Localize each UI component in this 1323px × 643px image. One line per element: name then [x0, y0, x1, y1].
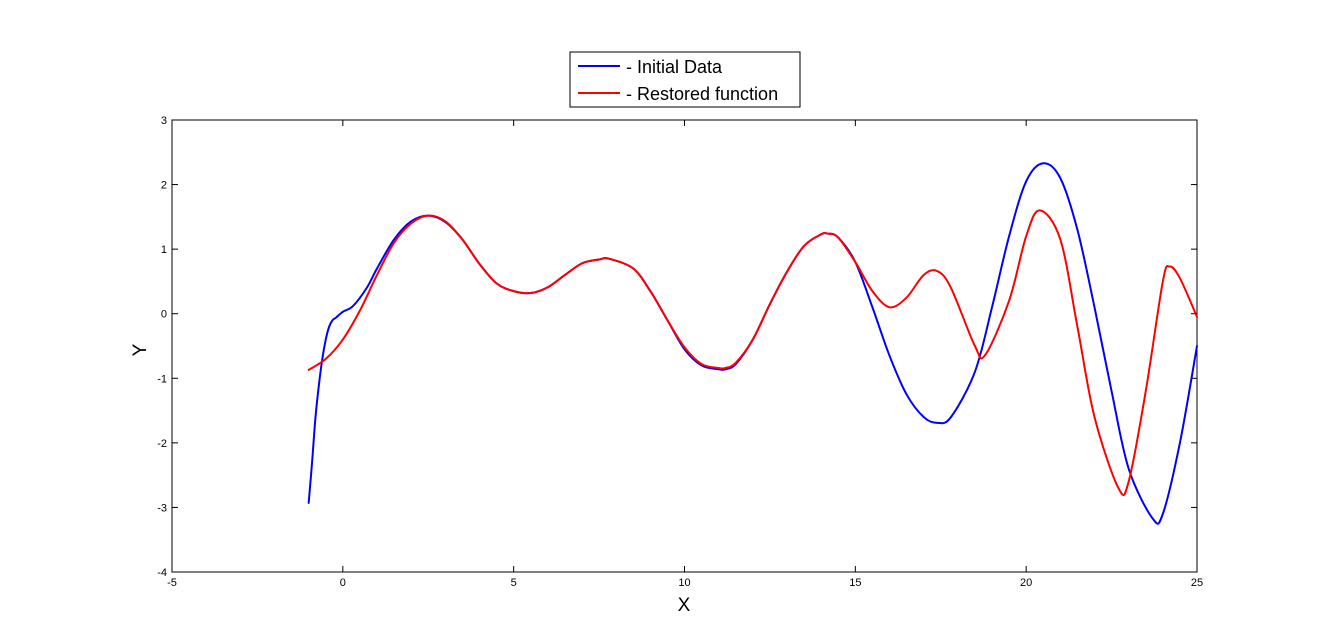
x-tick-label: 20 — [1020, 577, 1032, 589]
y-tick-label: 0 — [161, 309, 167, 321]
legend-label-restored-function: - Restored function — [626, 84, 778, 104]
y-tick-label: -2 — [157, 438, 167, 450]
series-line-restored-function — [307, 209, 1198, 497]
series-layer — [307, 162, 1198, 525]
y-tick-label: 2 — [161, 180, 167, 192]
x-tick-label: 0 — [340, 577, 346, 589]
legend: - Initial Data - Restored function — [569, 51, 801, 108]
y-tick-label: -3 — [157, 502, 167, 514]
x-tick-label: 10 — [678, 577, 690, 589]
ticks-layer: -5 0 5 10 15 20 25 -4 -3 -2 -1 0 1 2 3 — [157, 115, 1203, 589]
x-tick-label: 15 — [849, 577, 861, 589]
x-axis-label: X — [678, 595, 691, 616]
x-tick-label: 25 — [1191, 577, 1203, 589]
x-tick-label: 5 — [511, 577, 517, 589]
y-axis-label: Y — [130, 343, 151, 356]
y-tick-label: 3 — [161, 115, 167, 127]
legend-label-initial-data: - Initial Data — [626, 57, 723, 77]
x-tick-label: -5 — [167, 577, 177, 589]
y-tick-label: -4 — [157, 567, 167, 579]
y-tick-label: 1 — [161, 244, 167, 256]
series-line-initial-data — [307, 162, 1198, 525]
y-tick-label: -1 — [157, 373, 167, 385]
legend-box — [569, 51, 801, 108]
